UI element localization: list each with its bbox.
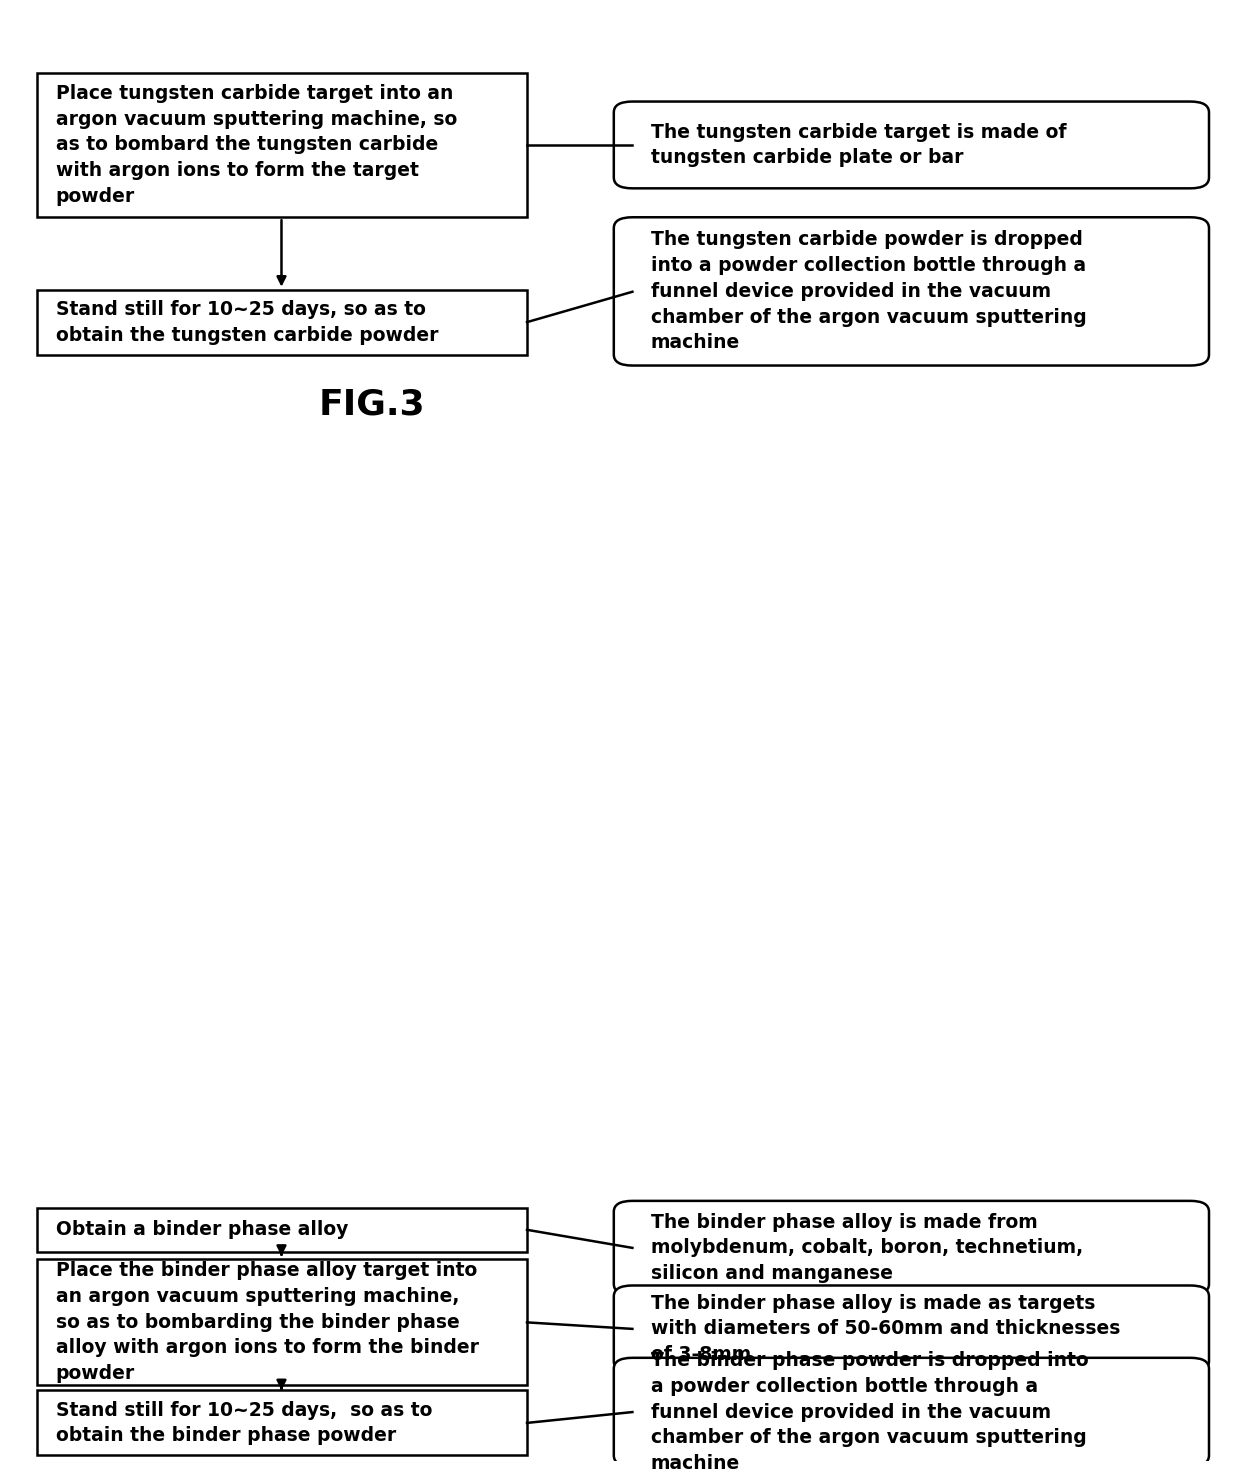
Text: Obtain a binder phase alloy: Obtain a binder phase alloy — [56, 1221, 348, 1240]
FancyBboxPatch shape — [614, 1201, 1209, 1294]
Bar — [37, 72, 527, 217]
Text: Stand still for 10~25 days,  so as to
obtain the binder phase powder: Stand still for 10~25 days, so as to obt… — [56, 1401, 433, 1445]
Text: Place tungsten carbide target into an
argon vacuum sputtering machine, so
as to : Place tungsten carbide target into an ar… — [56, 84, 458, 207]
FancyBboxPatch shape — [614, 1358, 1209, 1466]
Text: The binder phase alloy is made as targets
with diameters of 50-60mm and thicknes: The binder phase alloy is made as target… — [651, 1293, 1121, 1364]
Text: The tungsten carbide powder is dropped
into a powder collection bottle through a: The tungsten carbide powder is dropped i… — [651, 230, 1086, 353]
FancyBboxPatch shape — [614, 217, 1209, 366]
Text: The tungsten carbide target is made of
tungsten carbide plate or bar: The tungsten carbide target is made of t… — [651, 123, 1066, 167]
Text: The binder phase alloy is made from
molybdenum, cobalt, boron, technetium,
silic: The binder phase alloy is made from moly… — [651, 1213, 1083, 1283]
Bar — [37, 1259, 527, 1386]
Bar — [37, 1390, 527, 1455]
Text: Place the binder phase alloy target into
an argon vacuum sputtering machine,
so : Place the binder phase alloy target into… — [56, 1261, 479, 1383]
FancyBboxPatch shape — [614, 1286, 1209, 1373]
FancyBboxPatch shape — [614, 102, 1209, 189]
Text: FIG.3: FIG.3 — [319, 387, 425, 421]
Bar — [37, 1207, 527, 1252]
Bar — [37, 289, 527, 354]
Text: Stand still for 10~25 days, so as to
obtain the tungsten carbide powder: Stand still for 10~25 days, so as to obt… — [56, 300, 438, 344]
Text: The binder phase powder is dropped into
a powder collection bottle through a
fun: The binder phase powder is dropped into … — [651, 1351, 1089, 1473]
